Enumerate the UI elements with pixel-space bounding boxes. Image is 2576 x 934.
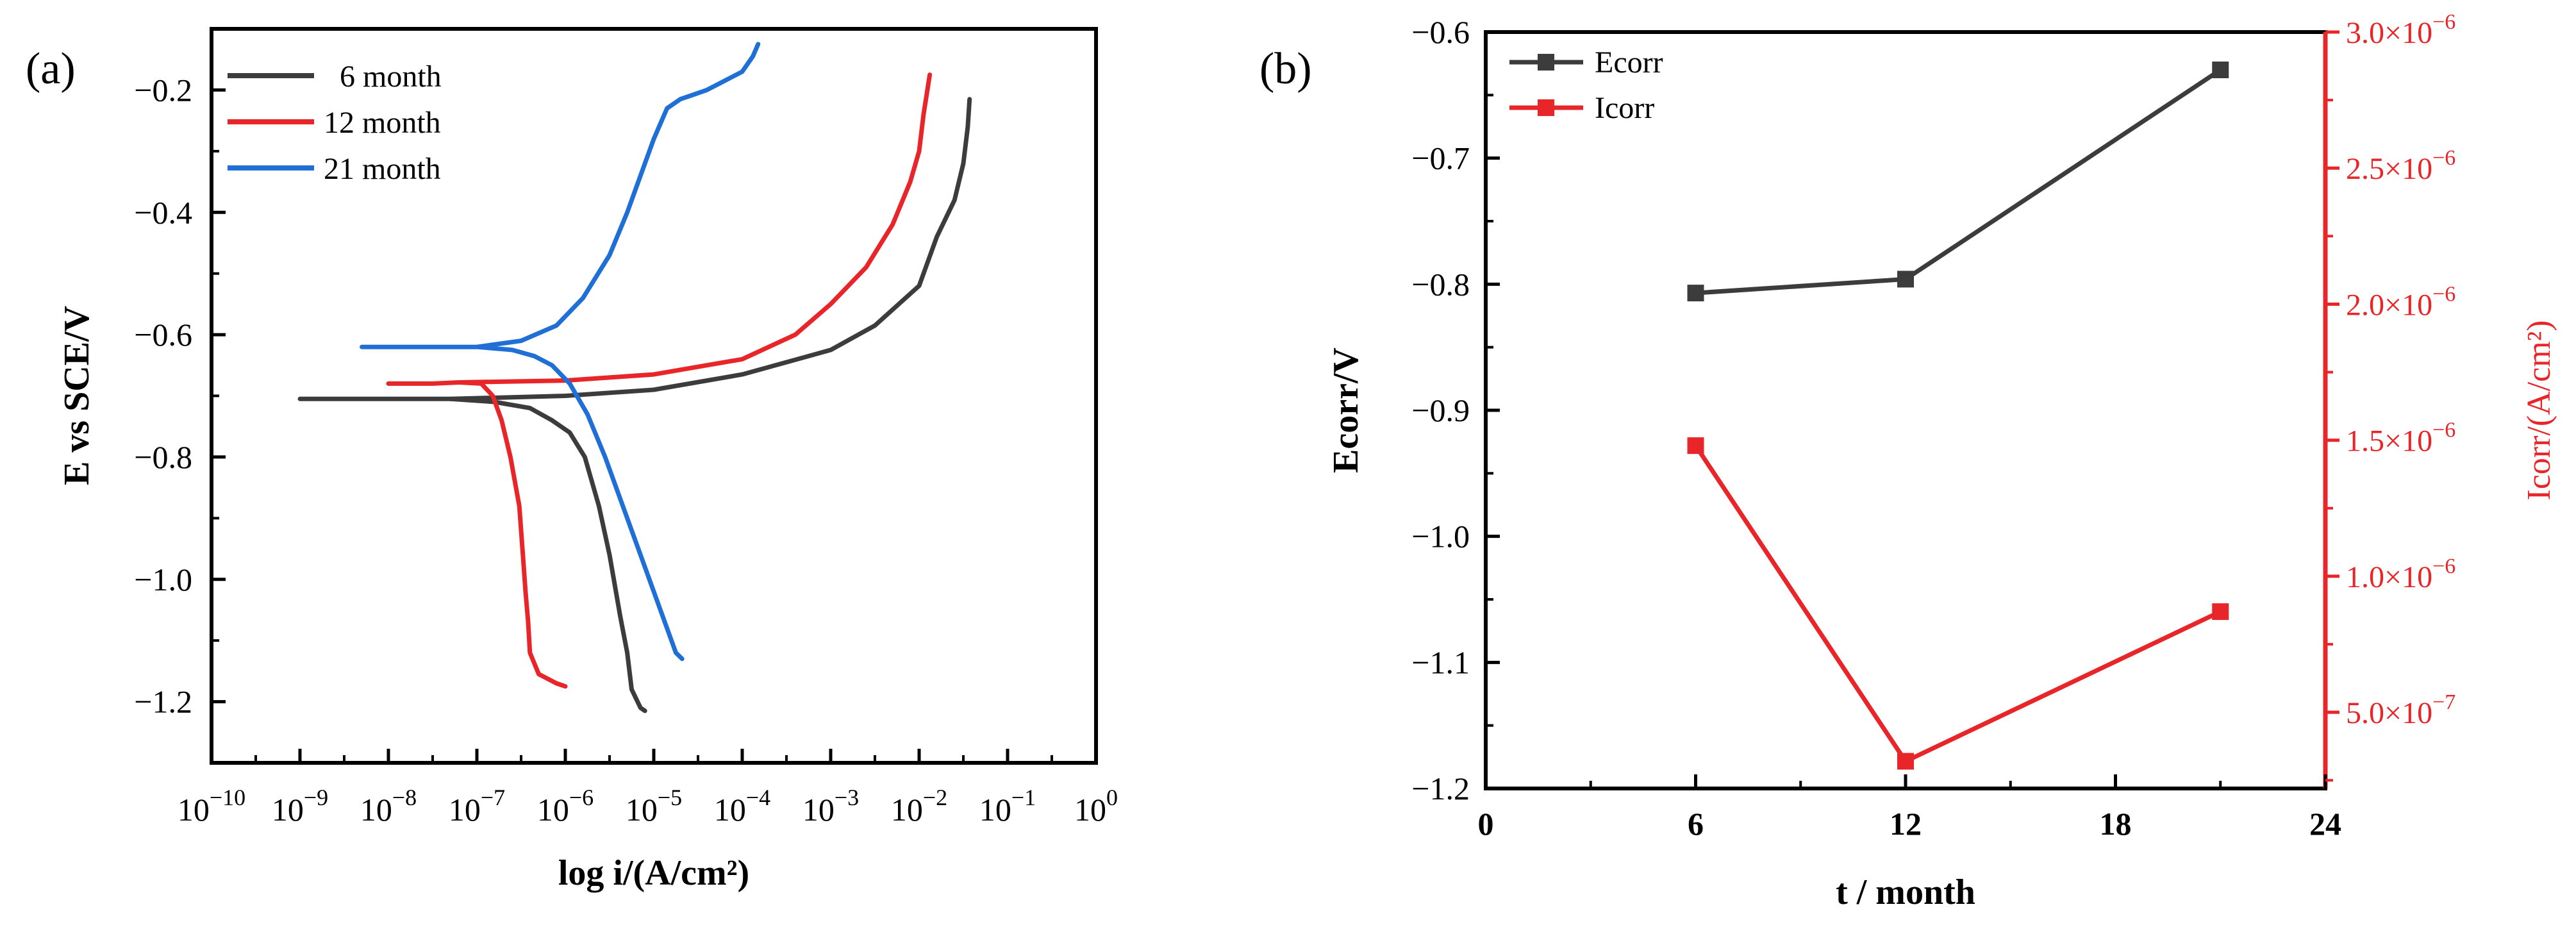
x-tick-exponent: −7: [481, 785, 505, 810]
x-tick-label: 100: [1074, 785, 1118, 828]
series-line-6-month-anodic: [448, 97, 972, 401]
panel-b-ticks: 0 6 12 18 24 −1.2 −1.1 −1.0 −0.9 −0.8 −0.7 −0.6 5.0×…: [1411, 10, 2456, 842]
y-right-tick-exponent: −6: [2432, 146, 2456, 170]
x-tick-label: 12: [1890, 806, 1922, 842]
panel-b: (b) 0 6 12 18 24 −1.2 −1.1 −1.0 −0.9 −0.8 −0.7 −0.6…: [1259, 10, 2557, 912]
series-line-6-month-cathodic: [297, 396, 647, 713]
x-tick-exponent: −10: [210, 785, 245, 810]
panel-b-x-axis-title: t / month: [1836, 872, 1975, 912]
panel-b-legend: Ecorr Icorr: [1509, 46, 1663, 125]
data-point-ecorr: [1897, 271, 1914, 288]
series-line-12-month-cathodic: [386, 380, 568, 689]
legend-marker-icorr: [1538, 99, 1554, 116]
x-tick-label: 10−3: [802, 785, 859, 828]
y-left-tick-label: −0.9: [1411, 392, 1470, 428]
y-tick-label: −0.2: [134, 72, 192, 108]
panel-a-y-axis-title: E vs SCE/V: [57, 306, 97, 485]
y-tick-label: −0.8: [134, 439, 192, 475]
x-tick-label: 10−2: [891, 785, 947, 828]
panel-a-ticks: 10−10 10−9 10−8 10−7 10−6 10−5 10−4 10−3 10−2 10−…: [134, 28, 1118, 828]
x-tick-label: 10−9: [272, 785, 328, 828]
legend-label-icorr: Icorr: [1595, 91, 1654, 125]
x-tick-label: 10−5: [626, 785, 682, 828]
x-tick-label: 10−10: [178, 785, 245, 828]
y-right-tick-exponent: −7: [2432, 690, 2456, 714]
y-tick-label: −1.0: [134, 562, 192, 597]
x-tick-exponent: −9: [304, 785, 328, 810]
data-point-ecorr: [2212, 62, 2229, 78]
data-point-icorr: [2212, 603, 2229, 621]
x-tick-label: 10−8: [360, 785, 417, 828]
y-right-tick-label: 1.0×10−6: [2346, 555, 2456, 594]
x-tick-exponent: −6: [569, 785, 594, 810]
data-point-icorr: [1897, 753, 1914, 770]
x-tick-exponent: −1: [1011, 785, 1036, 810]
y-tick-label: −0.4: [134, 194, 192, 230]
y-left-tick-label: −0.8: [1411, 266, 1470, 302]
legend-label-21-month: 21 month: [324, 152, 441, 186]
y-left-tick-label: −1.1: [1411, 644, 1470, 680]
panel-a: (a) 10−10 10−9 10−8 10−7 10−6 10−5 10−4 10−3 10−…: [26, 27, 1118, 893]
panel-b-plot-frame: [1484, 30, 2327, 790]
x-tick-label: 0: [1478, 806, 1494, 842]
legend-marker-ecorr: [1538, 54, 1554, 71]
y-left-tick-label: −1.0: [1411, 519, 1470, 555]
x-tick-label: 10−7: [449, 785, 505, 828]
x-tick-label: 10−1: [979, 785, 1036, 828]
x-tick-label: 10−6: [537, 785, 594, 828]
series-line-icorr: [1693, 444, 2222, 764]
data-point-icorr: [1687, 437, 1704, 454]
y-right-tick-label: 2.5×10−6: [2346, 146, 2456, 186]
x-tick-exponent: −4: [746, 785, 770, 810]
x-tick-exponent: −2: [923, 785, 947, 810]
series-line-21-month-anodic: [474, 42, 761, 349]
series-line-12-month-anodic: [456, 72, 933, 385]
panel-a-series: [297, 42, 972, 713]
y-tick-label: −0.6: [134, 317, 192, 353]
y-right-tick-label: 2.0×10−6: [2346, 282, 2456, 322]
series-line-ecorr: [1695, 68, 2222, 296]
y-right-tick-exponent: −6: [2432, 282, 2456, 306]
y-right-tick-exponent: −6: [2432, 419, 2456, 442]
panel-a-legend: 6 month 12 month 21 month: [228, 60, 442, 186]
panel-a-label: (a): [26, 44, 76, 94]
panel-b-label: (b): [1259, 44, 1312, 94]
panel-b-left-axis-title: Ecorr/V: [1326, 347, 1366, 473]
y-left-tick-label: −0.6: [1411, 14, 1470, 50]
x-tick-label: 6: [1688, 806, 1704, 842]
x-tick-label: 24: [2309, 806, 2341, 842]
x-tick-exponent: −5: [658, 785, 682, 810]
y-right-tick-label: 3.0×10−6: [2346, 10, 2456, 50]
panel-b-right-axis-title: Icorr/(A/cm²): [2521, 320, 2557, 500]
legend-label-6-month: 6 month: [340, 60, 442, 94]
legend-label-ecorr: Ecorr: [1595, 46, 1663, 79]
data-point-ecorr: [1687, 285, 1704, 302]
x-tick-exponent: 0: [1106, 785, 1118, 810]
x-tick-label: 18: [2100, 806, 2132, 842]
x-tick-label: 10−4: [714, 785, 770, 828]
y-right-tick-label: 1.5×10−6: [2346, 419, 2456, 458]
legend-label-12-month: 12 month: [324, 106, 441, 140]
x-tick-exponent: −3: [835, 785, 859, 810]
y-right-tick-exponent: −6: [2432, 555, 2456, 578]
y-left-tick-label: −1.2: [1411, 771, 1470, 806]
series-line-21-month-cathodic: [360, 344, 685, 662]
panel-b-series: [1687, 62, 2229, 770]
y-tick-label: −1.2: [134, 684, 192, 720]
y-right-tick-label: 5.0×10−7: [2346, 690, 2456, 730]
y-left-tick-label: −0.7: [1411, 140, 1470, 176]
y-right-tick-exponent: −6: [2432, 10, 2456, 34]
panel-a-x-axis-title: log i/(A/cm²): [558, 853, 749, 893]
x-tick-exponent: −8: [392, 785, 417, 810]
